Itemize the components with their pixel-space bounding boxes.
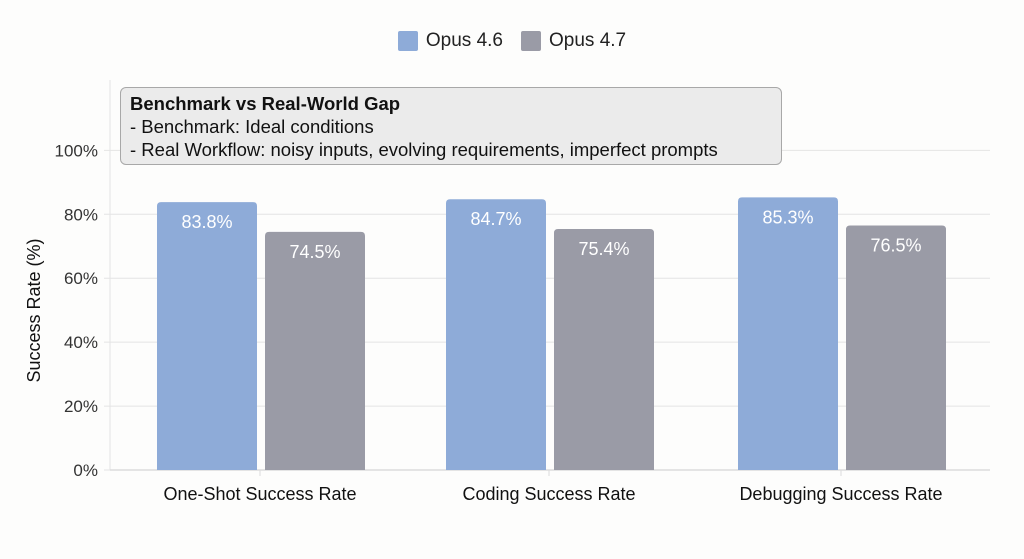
x-tick-label: One-Shot Success Rate [163,484,356,504]
legend-item-opus-4-6: Opus 4.6 [397,30,503,52]
y-tick-label: 0% [73,461,98,480]
y-tick-label: 60% [64,269,98,288]
legend: Opus 4.6 Opus 4.7 [0,30,1024,52]
bar-value-label: 76.5% [870,235,921,255]
x-tick-label: Coding Success Rate [462,484,635,504]
annotation-line: - Real Workflow: noisy inputs, evolving … [130,139,718,160]
bar [265,231,365,470]
annotation-line: - Benchmark: Ideal conditions [130,116,374,137]
legend-swatch [521,31,541,51]
bar-value-label: 84.7% [470,209,521,229]
legend-label: Opus 4.6 [425,30,503,51]
bar-value-label: 83.8% [181,212,232,232]
annotation-title: Benchmark vs Real-World Gap [130,93,401,114]
y-tick-label: 80% [64,205,98,224]
legend-item-opus-4-7: Opus 4.7 [521,30,626,52]
legend-label: Opus 4.7 [549,30,627,51]
bar-value-label: 75.4% [578,239,629,259]
bar [446,199,546,470]
x-tick-label: Debugging Success Rate [739,484,942,504]
bar-value-label: 85.3% [762,207,813,227]
y-tick-label: 100% [55,141,98,160]
annotation-box: Benchmark vs Real-World Gap - Benchmark:… [120,87,782,165]
y-axis-label: Success Rate (%) [24,238,44,382]
bar [157,202,257,471]
y-tick-label: 20% [64,397,98,416]
bar [846,225,946,470]
y-tick-label: 40% [64,333,98,352]
bar [738,197,838,470]
bar [554,228,654,470]
legend-swatch [397,31,418,51]
bar-value-label: 74.5% [289,242,340,262]
